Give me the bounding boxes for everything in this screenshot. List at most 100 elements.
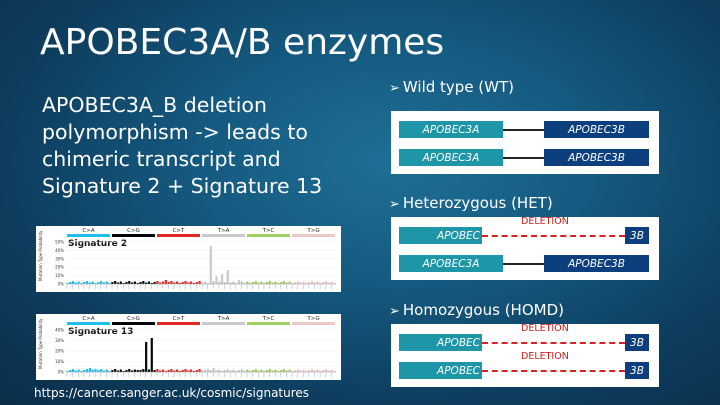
mutation-type-label: T>A — [217, 228, 230, 234]
signature-bar — [156, 281, 159, 284]
signature-bar — [74, 370, 77, 372]
signature-bar — [192, 371, 196, 372]
signature-bar — [74, 282, 77, 284]
signature-bar — [223, 282, 227, 284]
mutation-type-label: C>A — [82, 316, 94, 322]
signature-bar — [325, 281, 328, 284]
deletion-label: DELETION — [521, 323, 569, 334]
signature-bar — [209, 246, 212, 284]
signature-bar — [85, 369, 89, 372]
signature-bar — [184, 281, 187, 284]
signature-bar — [235, 371, 238, 372]
signature-bar — [71, 369, 75, 372]
deletion-line — [482, 370, 625, 372]
signature-bar — [119, 281, 122, 284]
signature-bar — [116, 282, 120, 284]
y-tick-label: 10% — [55, 273, 64, 278]
het-diagram: APOBEC DELETION 3B APOBEC3A APOBEC3B — [391, 216, 659, 280]
signature-bar — [209, 370, 212, 372]
signature-bar — [243, 282, 246, 284]
homd-label: ➢ Homozygous (HOMD) — [389, 301, 564, 319]
signature-bar — [111, 370, 114, 372]
gene-link-line — [503, 129, 544, 131]
mutation-type-bar — [67, 234, 110, 237]
signature-bar — [291, 283, 294, 284]
y-tick-label: 0% — [58, 282, 65, 287]
signature-bar — [235, 283, 238, 284]
mutation-type-bar — [247, 234, 290, 237]
apobec-truncated-gene: APOBEC — [399, 334, 482, 351]
apobec3b-gene: APOBEC3B — [544, 255, 649, 272]
signature-bar — [240, 281, 243, 284]
signature-bar — [105, 369, 108, 372]
signature-bar — [150, 283, 153, 284]
signature-bar — [296, 369, 300, 372]
signature-bar — [178, 283, 182, 284]
signature-bar — [246, 281, 249, 284]
het-allele-wt: APOBEC3A APOBEC3B — [399, 255, 649, 272]
signature-bar — [145, 282, 148, 284]
signature-bar — [215, 276, 218, 284]
mutation-type-bar — [157, 322, 200, 325]
signature-bar — [147, 281, 151, 284]
source-link[interactable]: https://cancer.sanger.ac.uk/cosmic/signa… — [34, 386, 310, 400]
signature-bar — [285, 370, 288, 372]
signature-bar — [274, 369, 277, 372]
mutation-type-bar — [112, 234, 155, 237]
apobec3a-gene: APOBEC3A — [399, 121, 503, 138]
signature-bar — [167, 370, 170, 372]
signature-bar — [187, 282, 190, 284]
signature-title: Signature 2 — [68, 239, 127, 249]
signature-bar — [299, 282, 302, 284]
signature-bar — [111, 282, 114, 284]
signature-bar — [136, 370, 139, 372]
signature-bar — [257, 282, 260, 284]
signature-bar — [310, 281, 314, 284]
signature-bar — [125, 282, 128, 284]
signature-bar — [71, 281, 75, 284]
signature-bar — [310, 369, 314, 372]
signature-bar — [229, 282, 232, 284]
signature-bar — [322, 282, 325, 284]
signature-bar — [114, 369, 117, 372]
signature-bar — [83, 282, 86, 284]
signature-bar — [232, 281, 235, 284]
signature-bar — [313, 370, 317, 372]
mutation-type-label: C>T — [173, 316, 185, 322]
signature-bar — [305, 371, 308, 372]
signature-bar — [280, 282, 283, 284]
signature-bar — [91, 281, 94, 284]
signature-bar — [105, 281, 108, 284]
arrow-bullet-icon: ➢ — [389, 81, 400, 96]
wt-allele-2: APOBEC3A APOBEC3B — [399, 149, 649, 166]
signature-bar — [173, 282, 176, 284]
signature-bar — [226, 270, 229, 284]
signature-2-plot: C>A C>G C>T T>A T>C T>G Signature 2 Mutation Ty… — [38, 228, 336, 289]
signature-bar — [330, 281, 333, 284]
signature-bar — [145, 342, 148, 372]
signature-bar — [277, 371, 280, 372]
y-axis-label: Mutation Type Probability — [38, 318, 43, 369]
signature-bar — [327, 282, 331, 284]
mutation-type-label: C>G — [127, 228, 140, 234]
signature-bar — [108, 371, 111, 372]
y-tick-label: 30% — [55, 338, 64, 343]
signature-bar — [296, 281, 300, 284]
signature-bar — [316, 369, 319, 372]
signature-bar — [218, 369, 221, 372]
y-tick-label: 50% — [55, 240, 64, 245]
signature-bar — [243, 370, 246, 372]
signature-bar — [249, 371, 252, 372]
signature-bar — [299, 370, 302, 372]
signature-bar — [302, 281, 305, 284]
signature-bar — [282, 369, 286, 372]
signature-bar — [218, 281, 221, 284]
signature-bar — [66, 371, 69, 372]
signature-bar — [170, 369, 173, 372]
signature-bar — [305, 283, 308, 284]
apobec-3b-fragment: 3B — [625, 334, 649, 351]
wt-label: ➢ Wild type (WT) — [389, 78, 515, 96]
signature-bar — [249, 283, 252, 284]
signature-bar — [240, 369, 243, 372]
mutation-type-label: T>G — [306, 316, 319, 322]
